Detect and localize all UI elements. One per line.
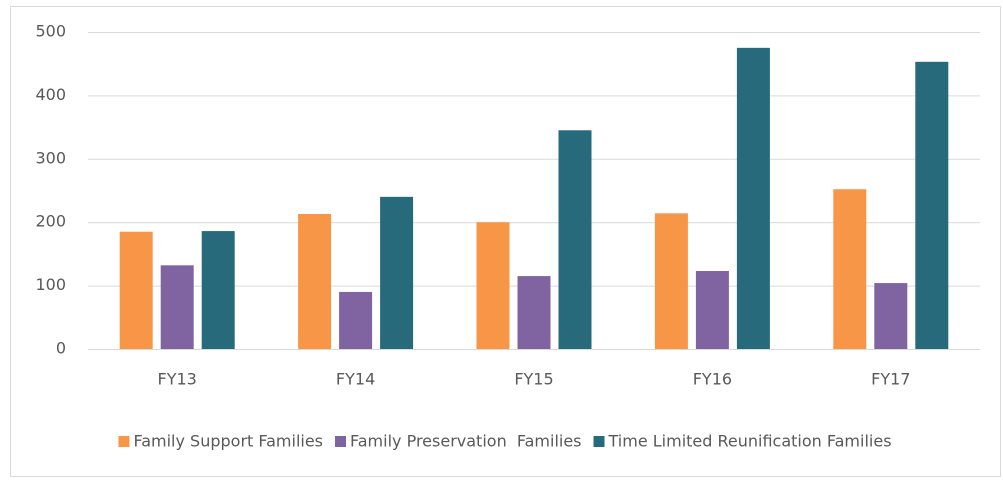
y-tick-label: 400 xyxy=(35,85,66,104)
x-tick-label: FY15 xyxy=(514,370,553,389)
x-tick-label: FY17 xyxy=(871,370,910,389)
y-tick-label: 500 xyxy=(35,22,66,41)
bar xyxy=(476,222,510,349)
bar xyxy=(298,213,332,349)
bar xyxy=(915,61,949,349)
bar xyxy=(833,189,867,349)
y-tick-label: 0 xyxy=(56,339,66,358)
y-tick-label: 200 xyxy=(35,212,66,231)
x-tick-label: FY16 xyxy=(693,370,732,389)
legend-label: Family Support Families xyxy=(133,432,323,451)
y-tick-label: 300 xyxy=(35,148,66,167)
bar xyxy=(201,231,235,349)
bar xyxy=(119,231,153,349)
legend-swatch xyxy=(335,436,347,447)
bar xyxy=(695,271,729,349)
bar xyxy=(558,130,592,349)
legend-swatch xyxy=(593,436,605,447)
bar xyxy=(339,291,373,349)
y-tick-label: 100 xyxy=(35,275,66,294)
bar xyxy=(380,196,414,349)
legend-label: Family Preservation Families xyxy=(350,432,582,451)
bar xyxy=(654,213,688,349)
bar xyxy=(160,265,194,349)
legend-swatch xyxy=(118,436,130,447)
x-tick-label: FY13 xyxy=(158,370,197,389)
x-tick-label: FY14 xyxy=(336,370,375,389)
bar xyxy=(517,276,551,349)
bar xyxy=(874,283,908,349)
legend-label: Time Limited Reunification Families xyxy=(608,432,892,451)
bar xyxy=(736,47,770,349)
